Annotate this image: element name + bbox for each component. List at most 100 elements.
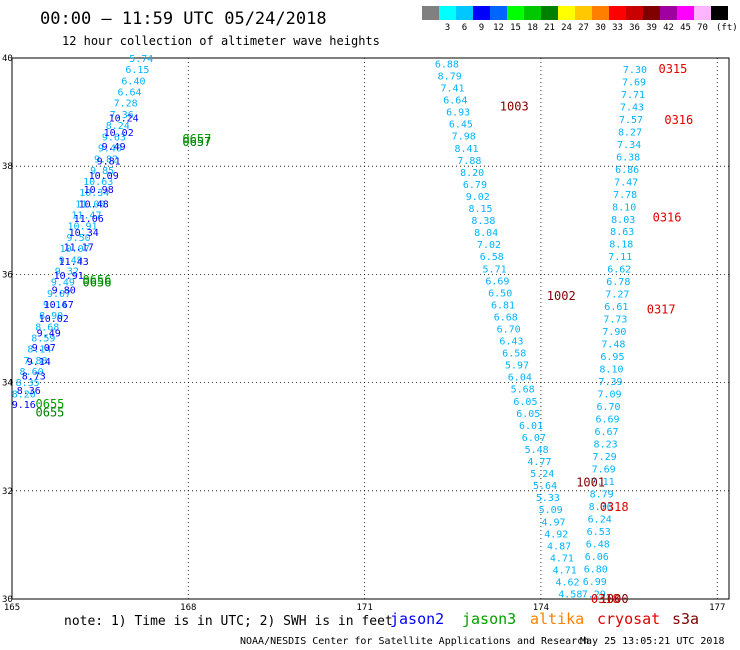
wave-height-value: 7.39 <box>598 377 622 388</box>
wave-height-value: 9.63 <box>102 132 126 143</box>
wave-height-value: 8.79 <box>590 490 614 501</box>
generated-timestamp: May 25 13:05:21 UTC 2018 <box>580 636 725 647</box>
wave-height-value: 6.95 <box>600 352 624 363</box>
wave-height-value: 7.11 <box>608 252 632 263</box>
wave-height-value: 10.02 <box>104 128 134 139</box>
wave-height-value: 7.69 <box>592 465 616 476</box>
x-tick-label: 168 <box>180 603 196 613</box>
color-scale-unit: (ft) <box>716 23 738 33</box>
wave-height-value: 10.91 <box>54 271 84 282</box>
wave-height-value: 6.61 <box>604 302 628 313</box>
scale-label: 6 <box>462 23 467 33</box>
wave-height-value: 6.67 <box>595 427 619 438</box>
scale-swatch <box>507 6 524 20</box>
wave-height-value: 9.07 <box>47 289 71 300</box>
x-tick-label: 174 <box>533 603 549 613</box>
wave-height-value: 11.17 <box>64 243 94 254</box>
wave-height-value: 7.28 <box>114 99 138 110</box>
wave-height-value: 9.40 <box>98 143 122 154</box>
wave-height-value: 7.69 <box>622 77 646 88</box>
wave-height-value: 6.50 <box>488 288 512 299</box>
wave-height-value: 6.24 <box>588 515 612 526</box>
y-tick-label: 38 <box>2 162 13 172</box>
wave-height-value: 6.07 <box>522 433 546 444</box>
wave-height-value: 6.68 <box>494 312 518 323</box>
wave-height-value: 7.57 <box>619 115 643 126</box>
scale-label: 30 <box>595 23 606 33</box>
legend-altika: altika <box>530 610 584 628</box>
wave-height-value: 8.41 <box>454 144 478 155</box>
x-tick-label: 165 <box>4 603 20 613</box>
pass-time-label: 0315 <box>658 62 687 76</box>
scale-swatch <box>643 6 660 20</box>
wave-height-value: 5.74 <box>129 54 153 65</box>
wave-height-value: 9.80 <box>52 286 76 297</box>
wave-height-value: 5.33 <box>536 493 560 504</box>
wave-height-value: 7.48 <box>601 340 625 351</box>
wave-height-value: 6.70 <box>596 402 620 413</box>
wave-height-value: 7.02 <box>477 240 501 251</box>
wave-height-value: 7.27 <box>605 290 629 301</box>
wave-height-value: 9.32 <box>55 266 79 277</box>
wave-height-value: 7.29 <box>593 452 617 463</box>
color-scale-legend: 3 6 9 12 15 18 21 24 27 30 33 36 39 42 45 70 <box>422 6 728 33</box>
wave-height-value: 5.48 <box>525 445 549 456</box>
wave-height-value: 8.79 <box>438 71 462 82</box>
scale-label: 9 <box>479 23 484 33</box>
scale-swatch <box>439 6 456 20</box>
wave-height-value: 8.38 <box>471 216 495 227</box>
wave-height-value: 7.88 <box>457 156 481 167</box>
wave-height-value: 8.90 <box>39 311 63 322</box>
scale-label: 27 <box>578 23 589 33</box>
wave-height-value: 6.86 <box>615 165 639 176</box>
scale-label: 15 <box>510 23 521 33</box>
scale-swatch <box>490 6 507 20</box>
pass-time-label: 1002 <box>547 289 576 303</box>
wave-height-value: 8.15 <box>469 204 493 215</box>
wave-height-value: 10.48 <box>79 200 109 211</box>
wave-height-value: 6.70 <box>497 325 521 336</box>
wave-height-value: 6.99 <box>583 577 607 588</box>
wave-height-value: 5.71 <box>483 264 507 275</box>
scale-label: 45 <box>680 23 691 33</box>
wave-height-value: 11.43 <box>59 257 89 268</box>
wave-height-value: 6.45 <box>449 120 473 131</box>
wave-height-value: 8.24 <box>106 121 130 132</box>
wave-height-value: 7.30 <box>623 65 647 76</box>
scale-label: 39 <box>646 23 657 33</box>
scale-swatch <box>626 6 643 20</box>
wave-height-value: 6.69 <box>595 415 619 426</box>
y-tick-label: 34 <box>2 379 13 389</box>
wave-height-value: 6.78 <box>606 277 630 288</box>
wave-height-value: 7.43 <box>620 102 644 113</box>
wave-height-value: 8.20 <box>460 168 484 179</box>
wave-height-value: 6.06 <box>585 552 609 563</box>
scale-swatch <box>677 6 694 20</box>
scale-swatch <box>473 6 490 20</box>
wave-height-value: 6.38 <box>616 152 640 163</box>
wave-height-value: 4.77 <box>527 457 551 468</box>
pass-time-label: 1000 <box>600 592 629 606</box>
wave-height-value: 6.04 <box>508 373 532 384</box>
wave-height-value: 8.36 <box>17 386 41 397</box>
wave-height-value: 8.63 <box>610 227 634 238</box>
wave-height-value: 6.48 <box>586 540 610 551</box>
wave-height-value: 5.09 <box>539 505 563 516</box>
footnote: note: 1) Time is in UTC; 2) SWH is in fe… <box>64 614 393 629</box>
wave-height-value: 6.88 <box>435 59 459 70</box>
wave-height-value: 8.20 <box>12 389 36 400</box>
wave-height-value: 10.09 <box>89 171 119 182</box>
wave-height-value: 9.07 <box>32 343 56 354</box>
scale-swatch <box>558 6 575 20</box>
wave-height-value: 4.71 <box>550 553 574 564</box>
wave-height-value: 7.11 <box>591 477 615 488</box>
wave-height-value: 11.00 <box>75 199 105 210</box>
wave-height-value: 6.80 <box>584 565 608 576</box>
wave-height-value: 6.43 <box>499 337 523 348</box>
axis-tick-labels: 165 168 171 174 177 30 32 34 36 38 40 <box>2 54 725 613</box>
scale-label: 21 <box>544 23 555 33</box>
scale-swatch <box>711 6 728 20</box>
legend-cryosat: cryosat <box>597 610 660 628</box>
wave-height-value: 8.03 <box>611 215 635 226</box>
